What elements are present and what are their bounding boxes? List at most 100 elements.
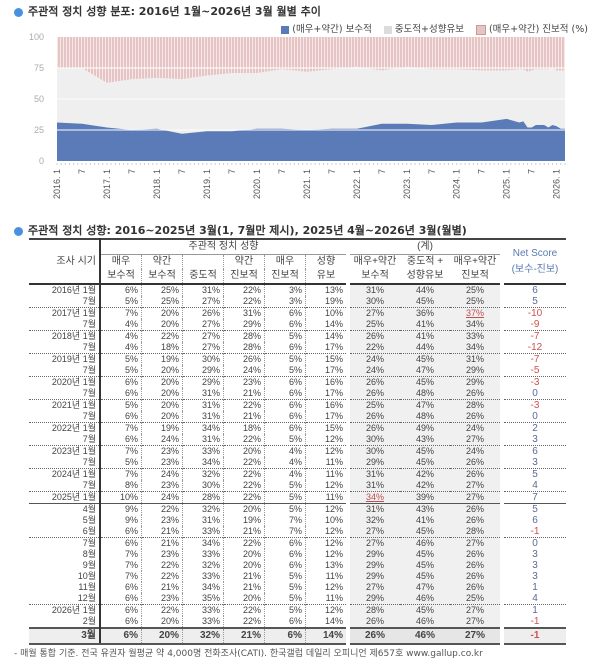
header-group2: (계) bbox=[350, 239, 500, 255]
cell-sum: 27% bbox=[365, 582, 384, 592]
cell-sum: 45% bbox=[415, 549, 434, 559]
row-period: 2017년 1월 bbox=[29, 307, 101, 319]
cell-value: 6% bbox=[264, 560, 306, 571]
cell-value: 22% bbox=[223, 616, 265, 628]
cell-value: 11% bbox=[305, 468, 346, 480]
cell-value: 21% bbox=[141, 582, 183, 593]
cell-value: 33% bbox=[182, 571, 224, 582]
cell-value: 31% bbox=[182, 388, 224, 400]
cell-value: 21% bbox=[223, 411, 265, 423]
cell-value: 24% bbox=[141, 434, 183, 446]
legend-progressive: (매우+약간) 진보적 (%) bbox=[475, 21, 588, 35]
cell-value: 20% bbox=[141, 627, 183, 645]
stacked-area-chart: 0 25 50 75 100 2016. 1 7 2017. 1 7 2018. 1 7 2019. … bbox=[29, 32, 566, 199]
row-period: 7월 bbox=[29, 480, 101, 492]
cell-value: 6% bbox=[264, 342, 306, 354]
table-row: 7월 6% 21% 34% 22% 6% 12% 27% 46% 27% 0 bbox=[29, 537, 566, 549]
cell-sum: 48% bbox=[415, 388, 434, 398]
header-col: 진보적 bbox=[223, 269, 265, 285]
row-period: 7월 bbox=[29, 537, 101, 549]
cell-value: 32% bbox=[182, 627, 224, 645]
table-row: 12월 6% 23% 35% 20% 5% 11% 29% 46% 25% 4 bbox=[29, 593, 566, 605]
cell-sum: 37% bbox=[465, 308, 484, 318]
cell-sum: 27% bbox=[365, 526, 384, 536]
table-row: 2024년 1월 7% 24% 32% 22% 4% 11% 31% 42% 26% 5 bbox=[29, 468, 566, 480]
data-table: 조사 시기 주관적 정치 성향 (계) Net Score (보수-진보) 매우 약간 약간 매… bbox=[29, 238, 566, 645]
cell-sum: 24% bbox=[365, 365, 384, 375]
x-tick-label: 2026. 1 bbox=[552, 169, 562, 199]
cell-value: 19% bbox=[141, 422, 183, 434]
header-col: 약간 bbox=[223, 254, 265, 269]
cell-sum: 25% bbox=[465, 593, 484, 603]
table-row: 8월 7% 23% 33% 20% 6% 12% 29% 45% 26% 3 bbox=[29, 549, 566, 560]
cell-sum: 27% bbox=[465, 434, 484, 444]
cell-sum: 29% bbox=[365, 457, 384, 467]
cell-sum: 26% bbox=[365, 377, 384, 387]
header-col: 진보적 bbox=[450, 269, 500, 285]
cell-value: 7% bbox=[100, 571, 142, 582]
cell-sum: 36% bbox=[415, 308, 434, 318]
cell-sum: 48% bbox=[415, 411, 434, 421]
header-col: 매우+약간 bbox=[353, 256, 397, 267]
cell-value: 21% bbox=[223, 388, 265, 400]
cell-net-score: -1 bbox=[530, 526, 540, 537]
cell-value: 6% bbox=[100, 537, 142, 549]
cell-value: 15% bbox=[305, 422, 346, 434]
cell-value: 31% bbox=[182, 399, 224, 411]
cell-sum: 34% bbox=[465, 342, 484, 352]
cell-net-score: -10 bbox=[504, 307, 566, 319]
cell-value: 12% bbox=[305, 604, 346, 616]
x-tick-label: 7 bbox=[477, 169, 487, 174]
row-period: 2020년 1월 bbox=[29, 376, 101, 388]
cell-net-score: 3 bbox=[532, 457, 538, 468]
cell-value: 4% bbox=[100, 319, 142, 331]
cell-value: 28% bbox=[182, 491, 224, 504]
bullet-icon bbox=[14, 226, 23, 236]
cell-value: 5% bbox=[264, 571, 306, 582]
cell-value: 32% bbox=[182, 560, 224, 571]
cell-value: 14% bbox=[324, 319, 343, 329]
cell-value: 6% bbox=[264, 549, 306, 560]
row-period: 7월 bbox=[29, 365, 101, 377]
row-period: 2024년 1월 bbox=[29, 468, 101, 480]
cell-value: 4% bbox=[100, 330, 142, 342]
cell-value: 17% bbox=[324, 342, 343, 352]
cell-value: 23% bbox=[141, 457, 183, 469]
row-period: 2023년 1월 bbox=[29, 445, 101, 457]
x-tick-label: 2023. 1 bbox=[402, 169, 412, 199]
cell-sum: 25% bbox=[365, 319, 384, 329]
cell-value: 30% bbox=[182, 480, 224, 492]
cell-sum: 27% bbox=[365, 538, 384, 548]
cell-value: 23% bbox=[141, 515, 183, 526]
cell-sum: 29% bbox=[465, 365, 484, 375]
cell-value: 6% bbox=[100, 388, 142, 400]
cell-value: 8% bbox=[100, 480, 142, 492]
cell-sum: 26% bbox=[465, 457, 484, 467]
cell-value: 12% bbox=[305, 503, 346, 515]
cell-net-score: 3 bbox=[532, 571, 538, 582]
cell-sum: 27% bbox=[465, 605, 484, 615]
cell-net-score: 5 bbox=[504, 503, 566, 515]
cell-sum: 46% bbox=[415, 616, 434, 626]
header-col: 보수적 bbox=[141, 269, 183, 285]
row-period: 9월 bbox=[29, 560, 101, 571]
cell-value: 6% bbox=[100, 582, 142, 593]
cell-value: 20% bbox=[223, 593, 265, 605]
cell-net-score: 0 bbox=[532, 388, 538, 399]
cell-value: 22% bbox=[141, 604, 183, 616]
cell-sum: 31% bbox=[365, 469, 384, 479]
cell-value: 31% bbox=[182, 515, 224, 526]
cell-sum: 26% bbox=[465, 549, 484, 559]
cell-value: 20% bbox=[141, 616, 183, 628]
y-tick-label: 100 bbox=[29, 32, 44, 42]
cell-sum: 25% bbox=[465, 296, 484, 306]
cell-net-score: -9 bbox=[530, 319, 540, 330]
cell-value: 6% bbox=[264, 376, 306, 388]
row-period: 6월 bbox=[29, 526, 101, 538]
cell-value: 3% bbox=[264, 296, 306, 308]
cell-value: 28% bbox=[223, 330, 265, 342]
row-period: 2018년 1월 bbox=[29, 330, 101, 342]
cell-net-score: -5 bbox=[530, 365, 540, 376]
x-tick-label: 2018. 1 bbox=[152, 169, 162, 199]
table-row: 7월 8% 23% 30% 22% 5% 12% 31% 42% 27% 4 bbox=[29, 480, 566, 492]
